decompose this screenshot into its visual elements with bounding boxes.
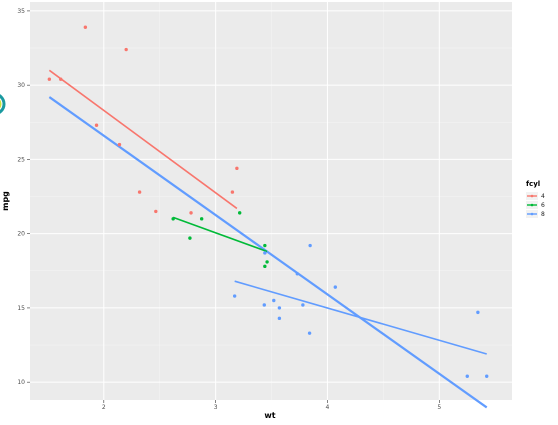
x-tick-label: 5 xyxy=(437,404,441,411)
plot-panel xyxy=(30,2,512,400)
data-point-8 xyxy=(333,285,338,289)
data-point-6 xyxy=(263,264,267,269)
y-tick-label: 20 xyxy=(17,231,25,238)
data-point-8 xyxy=(476,310,480,315)
data-point-4 xyxy=(137,190,142,194)
x-tick-label: 4 xyxy=(326,404,330,411)
data-point-8 xyxy=(263,251,267,255)
x-axis-ticks: 2 3 4 5 xyxy=(102,400,441,411)
data-point-8 xyxy=(277,306,282,310)
y-tick-label: 10 xyxy=(17,379,25,386)
data-point-6 xyxy=(188,236,192,240)
data-point-6 xyxy=(171,217,175,221)
data-point-8 xyxy=(465,374,469,378)
minor-gridlines xyxy=(30,2,512,400)
fit-lines xyxy=(48,69,488,409)
data-point-6 xyxy=(199,217,204,221)
legend-key-point-8 xyxy=(530,212,534,216)
legend-label-6: 6 xyxy=(541,202,545,209)
legend-label-4: 4 xyxy=(541,193,545,200)
x-axis-title: wt xyxy=(264,411,275,420)
data-point-4 xyxy=(47,77,52,81)
y-tick-label: 15 xyxy=(17,305,25,312)
data-point-4 xyxy=(154,209,158,214)
partial-icon xyxy=(0,94,6,114)
data-point-4 xyxy=(235,166,239,171)
data-point-8 xyxy=(485,374,489,378)
data-point-4 xyxy=(230,190,235,194)
legend-label-8: 8 xyxy=(541,211,545,218)
data-point-4 xyxy=(189,211,193,215)
fit-line-6 xyxy=(172,216,268,253)
fit-line-4 xyxy=(48,69,238,210)
data-point-8 xyxy=(295,272,299,276)
y-tick-label: 35 xyxy=(17,8,25,15)
data-point-6 xyxy=(237,211,242,215)
data-point-4 xyxy=(59,77,63,81)
x-tick-label: 2 xyxy=(102,404,106,411)
data-point-8 xyxy=(308,243,312,248)
data-point-8 xyxy=(272,298,276,303)
x-tick-label: 3 xyxy=(214,404,218,411)
legend: fcyl 4 6 8 xyxy=(526,180,545,218)
major-gridlines xyxy=(30,2,512,400)
data-point-6 xyxy=(265,260,269,264)
data-point-4 xyxy=(117,142,122,147)
data-point-4 xyxy=(124,47,128,52)
legend-key-point-6 xyxy=(530,203,534,207)
data-point-8 xyxy=(277,316,282,321)
data-point-8 xyxy=(307,331,312,335)
legend-keys: 4 6 8 xyxy=(526,192,545,218)
y-axis-title: mpg xyxy=(1,191,10,211)
legend-key-point-4 xyxy=(530,194,534,198)
y-tick-label: 30 xyxy=(17,82,25,89)
data-point-8 xyxy=(262,303,266,307)
overall-fit-line xyxy=(48,96,488,409)
data-points xyxy=(47,25,489,378)
data-point-4 xyxy=(83,25,88,29)
legend-title: fcyl xyxy=(526,180,540,188)
y-axis-ticks: 10 15 20 25 30 35 xyxy=(17,8,30,386)
data-point-6 xyxy=(263,243,267,248)
fit-line-8 xyxy=(234,280,487,355)
y-tick-label: 25 xyxy=(17,156,25,163)
data-point-4 xyxy=(94,123,99,127)
data-point-8 xyxy=(301,303,305,307)
data-point-8 xyxy=(232,294,237,298)
